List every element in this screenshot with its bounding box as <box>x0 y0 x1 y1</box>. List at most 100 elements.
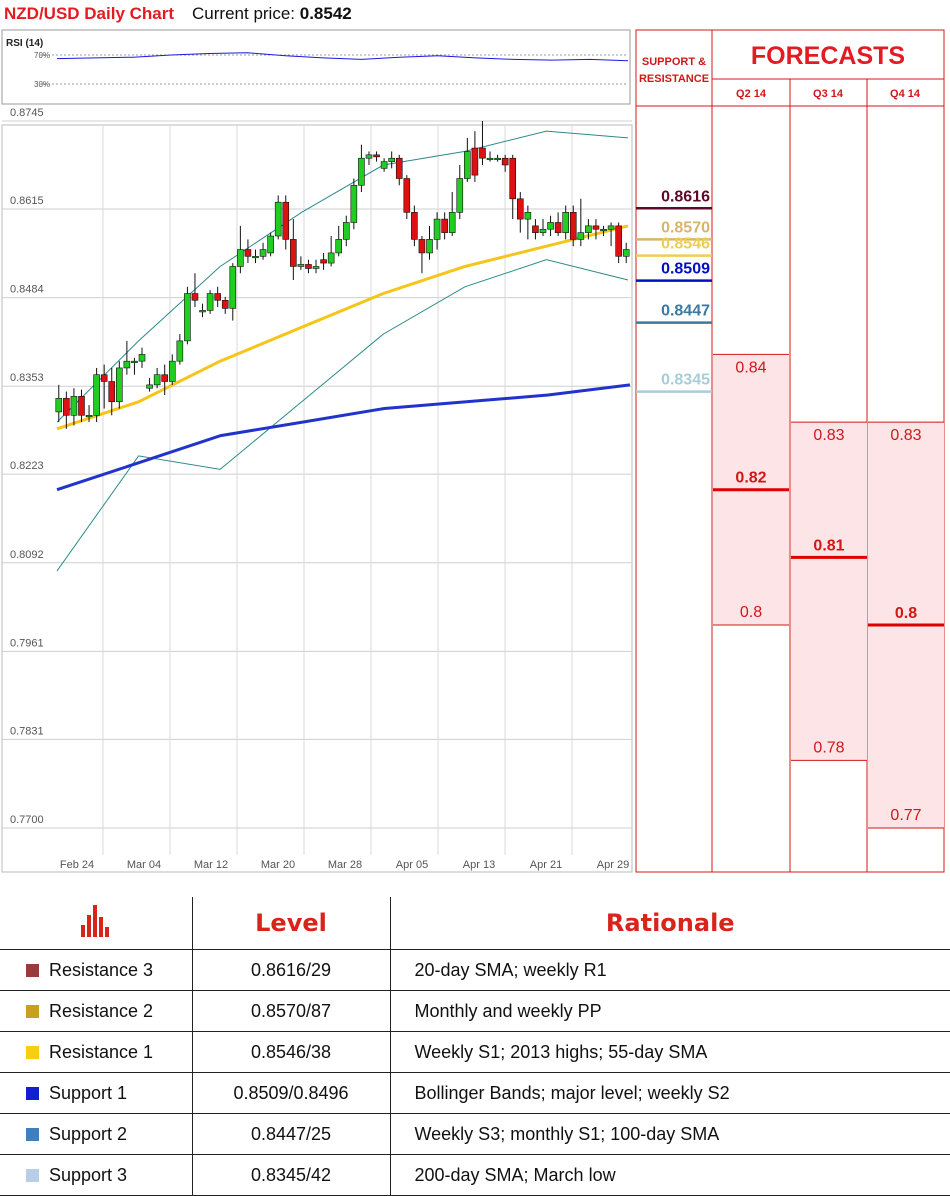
candle-body <box>305 264 312 269</box>
candle-body <box>206 293 214 311</box>
candle-body <box>221 299 229 309</box>
candle-body <box>456 178 464 213</box>
level-value-cell: 0.8570/87 <box>191 990 391 1032</box>
q3-header: Q3 14 <box>813 88 844 100</box>
candle-body <box>524 212 532 220</box>
level-name: Support 3 <box>49 1164 128 1185</box>
forecast-low-label: 0.77 <box>890 807 921 824</box>
candle-body <box>358 157 365 186</box>
level-value-cell: 0.8509/0.8496 <box>191 1072 391 1114</box>
candle-body <box>312 266 320 269</box>
candle-body <box>116 367 123 403</box>
candle-body <box>259 249 267 257</box>
candle-body <box>607 225 615 230</box>
candle-body <box>123 360 131 369</box>
forecast-low-label: 0.78 <box>813 739 844 756</box>
candle-body <box>237 249 244 267</box>
chart-title: NZD/USD Daily Chart <box>4 4 175 23</box>
level-rationale-cell: Weekly S1; 2013 highs; 55-day SMA <box>390 1031 950 1073</box>
candle-body <box>426 239 433 254</box>
q2-header: Q2 14 <box>736 88 767 100</box>
rsi-label: RSI (14) <box>6 38 43 49</box>
candle-body <box>70 396 78 416</box>
table-row: Support 1 0.8509/0.8496 Bollinger Bands; m… <box>0 1072 950 1114</box>
candle-body <box>55 398 63 413</box>
x-tick-label: Mar 12 <box>194 859 228 871</box>
candle-body <box>418 239 426 254</box>
candle-body <box>138 354 146 362</box>
candle-body <box>184 293 191 342</box>
level-value-cell: 0.8546/38 <box>191 1031 391 1073</box>
candle-body <box>501 157 509 166</box>
candle-body <box>569 212 577 240</box>
level-name-cell: Support 1 <box>0 1072 192 1114</box>
table-icon-header <box>0 897 192 950</box>
x-tick-label: Apr 13 <box>463 859 495 871</box>
price-value: 0.8542 <box>299 4 352 23</box>
x-tick-label: Feb 24 <box>60 859 94 871</box>
candle-body <box>365 154 373 159</box>
candles <box>55 121 630 429</box>
candle-body <box>290 239 297 267</box>
candle-body <box>153 374 161 386</box>
candle-body <box>539 228 547 233</box>
forecast-high-label: 0.83 <box>890 427 921 444</box>
x-tick-label: Apr 29 <box>597 859 629 871</box>
x-tick-label: Apr 05 <box>396 859 428 871</box>
rsi-panel <box>1 29 631 105</box>
rsi-line <box>56 52 629 62</box>
candle-body <box>267 235 274 254</box>
rationale-header: Rationale <box>390 897 950 950</box>
candle-body <box>403 178 411 213</box>
candle-body <box>532 225 539 233</box>
table-row: Resistance 2 0.8570/87 Monthly and weekly … <box>0 990 950 1032</box>
y-tick-label: 0.7700 <box>10 814 44 826</box>
y-tick-label: 0.7831 <box>10 725 44 737</box>
rsi-70-label: 70% <box>34 51 50 60</box>
level-name-cell: Support 2 <box>0 1113 192 1155</box>
candle-body <box>168 360 176 382</box>
level-name-cell: Resistance 2 <box>0 990 192 1032</box>
candle-body <box>448 212 456 233</box>
forecast-range-box <box>791 422 867 761</box>
candle-body <box>464 151 471 179</box>
candle-body <box>214 293 221 301</box>
candle-body <box>479 147 486 159</box>
candle-body <box>395 157 403 179</box>
level-name: Resistance 1 <box>49 1041 154 1062</box>
sr-level-label: 0.8616 <box>661 188 710 205</box>
candle-body <box>252 256 259 259</box>
forecast-high-label: 0.84 <box>735 359 766 376</box>
candle-body <box>297 264 305 267</box>
sr-level-label: 0.8509 <box>661 261 710 278</box>
candle-body <box>592 225 600 230</box>
candle-body <box>199 310 206 313</box>
level-color-swatch <box>26 1087 39 1101</box>
level-color-swatch <box>26 1128 39 1142</box>
level-rationale-cell: Monthly and weekly PP <box>390 990 950 1032</box>
sma-55-line <box>56 224 629 431</box>
main-plot <box>1 124 633 873</box>
candle-body <box>100 374 108 382</box>
y-tick-label: 0.8484 <box>10 284 44 296</box>
q4-header: Q4 14 <box>890 88 921 100</box>
grid <box>2 120 640 855</box>
y-tick-label: 0.8092 <box>10 549 44 561</box>
y-tick-label: 0.8745 <box>10 107 44 119</box>
y-tick-label: 0.8353 <box>10 372 44 384</box>
level-name-cell: Resistance 3 <box>0 949 192 991</box>
candle-body <box>108 381 116 403</box>
candle-body <box>600 228 607 232</box>
forecast-mid-label: 0.81 <box>813 537 844 554</box>
level-value-cell: 0.8345/42 <box>191 1154 391 1196</box>
level-rationale-cell: 200-day SMA; March low <box>390 1154 950 1196</box>
level-name-cell: Support 3 <box>0 1154 192 1196</box>
forecast-high-label: 0.83 <box>813 427 844 444</box>
table-row: Support 2 0.8447/25 Weekly S3; monthly S1;… <box>0 1113 950 1155</box>
forecasts-title: FORECASTS <box>751 42 905 70</box>
candle-body <box>176 340 184 362</box>
candle-body <box>509 157 517 200</box>
candle-body <box>554 222 562 233</box>
candle-body <box>441 218 448 233</box>
